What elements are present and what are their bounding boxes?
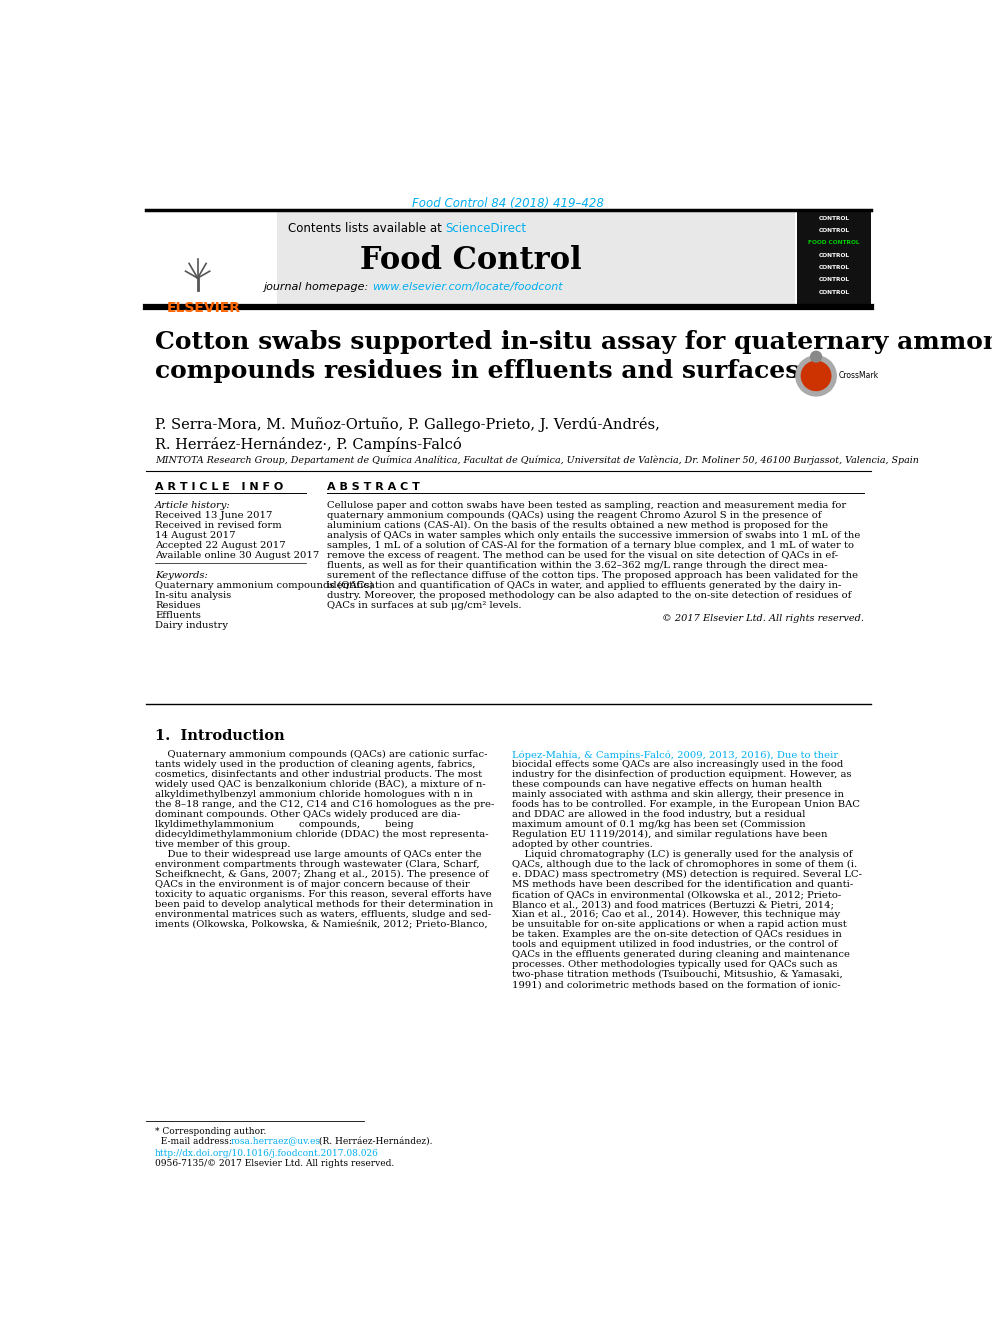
Text: mainly associated with asthma and skin allergy, their presence in: mainly associated with asthma and skin a…: [512, 790, 843, 799]
Text: dustry. Moreover, the proposed methodology can be also adapted to the on-site de: dustry. Moreover, the proposed methodolo…: [327, 591, 851, 599]
Text: identification and quantification of QACs in water, and applied to effluents gen: identification and quantification of QAC…: [327, 581, 841, 590]
Text: tants widely used in the production of cleaning agents, fabrics,: tants widely used in the production of c…: [155, 761, 475, 769]
Text: CONTROL: CONTROL: [818, 265, 849, 270]
Text: e. DDAC) mass spectrometry (MS) detection is required. Several LC-: e. DDAC) mass spectrometry (MS) detectio…: [512, 871, 861, 880]
Text: Contents lists available at: Contents lists available at: [288, 222, 445, 235]
Text: Received 13 June 2017: Received 13 June 2017: [155, 512, 273, 520]
Text: 1.  Introduction: 1. Introduction: [155, 729, 285, 742]
Text: aluminium cations (CAS-Al). On the basis of the results obtained a new method is: aluminium cations (CAS-Al). On the basis…: [327, 521, 828, 529]
Text: CONTROL: CONTROL: [818, 278, 849, 282]
Text: tive member of this group.: tive member of this group.: [155, 840, 291, 849]
Text: Regulation EU 1119/2014), and similar regulations have been: Regulation EU 1119/2014), and similar re…: [512, 831, 827, 839]
Circle shape: [796, 356, 836, 396]
Text: alkyldimethylbenzyl ammonium chloride homologues with n in: alkyldimethylbenzyl ammonium chloride ho…: [155, 790, 473, 799]
Text: Quaternary ammonium compounds (QACs): Quaternary ammonium compounds (QACs): [155, 581, 373, 590]
Text: lkyldimethylammonium        compounds,        being: lkyldimethylammonium compounds, being: [155, 820, 414, 830]
Text: CONTROL: CONTROL: [818, 228, 849, 233]
Text: toxicity to aquatic organisms. For this reason, several efforts have: toxicity to aquatic organisms. For this …: [155, 890, 492, 900]
Text: biocidal effects some QACs are also increasingly used in the food: biocidal effects some QACs are also incr…: [512, 761, 843, 769]
Text: Dairy industry: Dairy industry: [155, 620, 228, 630]
Text: Due to their widespread use large amounts of QACs enter the: Due to their widespread use large amount…: [155, 851, 482, 859]
Text: Keywords:: Keywords:: [155, 570, 208, 579]
FancyBboxPatch shape: [146, 212, 796, 306]
Text: rosa.herraez@uv.es: rosa.herraez@uv.es: [231, 1136, 321, 1146]
Text: Residues: Residues: [155, 601, 200, 610]
Text: www.elsevier.com/locate/foodcont: www.elsevier.com/locate/foodcont: [372, 282, 562, 292]
Text: Liquid chromatography (LC) is generally used for the analysis of: Liquid chromatography (LC) is generally …: [512, 851, 852, 860]
Text: Available online 30 August 2017: Available online 30 August 2017: [155, 552, 319, 561]
Text: CONTROL: CONTROL: [818, 253, 849, 258]
Text: fication of QACs in environmental (Olkowska et al., 2012; Prieto-: fication of QACs in environmental (Olkow…: [512, 890, 841, 900]
Text: QACs in the effluents generated during cleaning and maintenance: QACs in the effluents generated during c…: [512, 950, 849, 959]
Text: MINTOTA Research Group, Departament de Química Analítica, Facultat de Química, U: MINTOTA Research Group, Departament de Q…: [155, 455, 919, 464]
Text: environment compartments through wastewater (Clara, Scharf,: environment compartments through wastewa…: [155, 860, 479, 869]
Text: Quaternary ammonium compounds (QACs) are cationic surfac-: Quaternary ammonium compounds (QACs) are…: [155, 750, 487, 759]
Text: iments (Olkowska, Polkowska, & Namieśnik, 2012; Prieto-Blanco,: iments (Olkowska, Polkowska, & Namieśnik…: [155, 921, 488, 930]
Text: A R T I C L E   I N F O: A R T I C L E I N F O: [155, 482, 284, 492]
Text: López-Mahía, & Campíns-Falcó, 2009, 2013, 2016), Due to their: López-Mahía, & Campíns-Falcó, 2009, 2013…: [512, 750, 838, 759]
Text: 0956-7135/© 2017 Elsevier Ltd. All rights reserved.: 0956-7135/© 2017 Elsevier Ltd. All right…: [155, 1159, 394, 1168]
Text: dominant compounds. Other QACs widely produced are dia-: dominant compounds. Other QACs widely pr…: [155, 810, 460, 819]
FancyBboxPatch shape: [146, 212, 278, 306]
Text: A B S T R A C T: A B S T R A C T: [327, 482, 420, 492]
Text: and DDAC are allowed in the food industry, but a residual: and DDAC are allowed in the food industr…: [512, 810, 805, 819]
Text: 1991) and colorimetric methods based on the formation of ionic-: 1991) and colorimetric methods based on …: [512, 980, 840, 990]
Text: MS methods have been described for the identification and quanti-: MS methods have been described for the i…: [512, 880, 853, 889]
Text: these compounds can have negative effects on human health: these compounds can have negative effect…: [512, 781, 821, 789]
FancyBboxPatch shape: [797, 212, 871, 306]
Text: cosmetics, disinfectants and other industrial products. The most: cosmetics, disinfectants and other indus…: [155, 770, 482, 779]
Text: two-phase titration methods (Tsuibouchi, Mitsushio, & Yamasaki,: two-phase titration methods (Tsuibouchi,…: [512, 970, 842, 979]
Text: © 2017 Elsevier Ltd. All rights reserved.: © 2017 Elsevier Ltd. All rights reserved…: [662, 614, 864, 623]
Text: Food Control 84 (2018) 419–428: Food Control 84 (2018) 419–428: [413, 197, 604, 210]
Text: Blanco et al., 2013) and food matrices (Bertuzzi & Pietri, 2014;: Blanco et al., 2013) and food matrices (…: [512, 900, 833, 909]
Text: remove the excess of reagent. The method can be used for the visual on site dete: remove the excess of reagent. The method…: [327, 550, 838, 560]
Text: quaternary ammonium compounds (QACs) using the reagent Chromo Azurol S in the pr: quaternary ammonium compounds (QACs) usi…: [327, 511, 821, 520]
Text: 14 August 2017: 14 August 2017: [155, 532, 235, 540]
Text: QACs, although due to the lack of chromophores in some of them (i.: QACs, although due to the lack of chromo…: [512, 860, 857, 869]
Text: processes. Other methodologies typically used for QACs such as: processes. Other methodologies typically…: [512, 960, 837, 970]
Text: didecyldimethylammonium chloride (DDAC) the most representa-: didecyldimethylammonium chloride (DDAC) …: [155, 831, 489, 839]
Text: the 8–18 range, and the C12, C14 and C16 homologues as the pre-: the 8–18 range, and the C12, C14 and C16…: [155, 800, 494, 810]
Text: E-mail address:: E-mail address:: [155, 1136, 235, 1146]
Text: CONTROL: CONTROL: [818, 290, 849, 295]
Text: samples, 1 mL of a solution of CAS-Al for the formation of a ternary blue comple: samples, 1 mL of a solution of CAS-Al fo…: [327, 541, 854, 549]
Circle shape: [810, 352, 821, 363]
Text: QACs in surfaces at sub μg/cm² levels.: QACs in surfaces at sub μg/cm² levels.: [327, 601, 522, 610]
Text: QACs in the environment is of major concern because of their: QACs in the environment is of major conc…: [155, 880, 470, 889]
Text: industry for the disinfection of production equipment. However, as: industry for the disinfection of product…: [512, 770, 851, 779]
Text: Accepted 22 August 2017: Accepted 22 August 2017: [155, 541, 286, 550]
Text: Cotton swabs supported in-situ assay for quaternary ammonium
compounds residues : Cotton swabs supported in-situ assay for…: [155, 329, 992, 384]
Text: CONTROL: CONTROL: [818, 216, 849, 221]
Text: fluents, as well as for their quantification within the 3.62–362 mg/L range thro: fluents, as well as for their quantifica…: [327, 561, 827, 570]
Text: Received in revised form: Received in revised form: [155, 521, 282, 531]
Text: foods has to be controlled. For example, in the European Union BAC: foods has to be controlled. For example,…: [512, 800, 859, 810]
Text: adopted by other countries.: adopted by other countries.: [512, 840, 653, 849]
Text: * Corresponding author.: * Corresponding author.: [155, 1127, 267, 1135]
Text: tools and equipment utilized in food industries, or the control of: tools and equipment utilized in food ind…: [512, 941, 837, 950]
Text: Cellulose paper and cotton swabs have been tested as sampling, reaction and meas: Cellulose paper and cotton swabs have be…: [327, 500, 846, 509]
Text: be unsuitable for on-site applications or when a rapid action must: be unsuitable for on-site applications o…: [512, 921, 846, 929]
Text: (R. Herráez-Hernández).: (R. Herráez-Hernández).: [316, 1136, 433, 1146]
Text: ELSEVIER: ELSEVIER: [167, 302, 241, 315]
Text: http://dx.doi.org/10.1016/j.foodcont.2017.08.026: http://dx.doi.org/10.1016/j.foodcont.201…: [155, 1148, 379, 1158]
Text: surement of the reflectance diffuse of the cotton tips. The proposed approach ha: surement of the reflectance diffuse of t…: [327, 570, 858, 579]
Text: ScienceDirect: ScienceDirect: [445, 222, 527, 235]
Text: analysis of QACs in water samples which only entails the successive immersion of: analysis of QACs in water samples which …: [327, 531, 860, 540]
Circle shape: [802, 361, 831, 390]
Text: P. Serra-Mora, M. Muñoz-Ortuño, P. Gallego-Prieto, J. Verdú-Andrés,
R. Herráez-H: P. Serra-Mora, M. Muñoz-Ortuño, P. Galle…: [155, 417, 660, 451]
Text: Article history:: Article history:: [155, 500, 231, 509]
Text: maximum amount of 0.1 mg/kg has been set (Commission: maximum amount of 0.1 mg/kg has been set…: [512, 820, 806, 830]
Text: FOOD CONTROL: FOOD CONTROL: [808, 241, 860, 245]
Text: journal homepage:: journal homepage:: [263, 282, 372, 292]
Text: environmental matrices such as waters, effluents, sludge and sed-: environmental matrices such as waters, e…: [155, 910, 491, 919]
Text: be taken. Examples are the on-site detection of QACs residues in: be taken. Examples are the on-site detec…: [512, 930, 841, 939]
Text: Food Control: Food Control: [360, 245, 581, 277]
Text: CrossMark: CrossMark: [838, 372, 879, 381]
Text: Xian et al., 2016; Cao et al., 2014). However, this technique may: Xian et al., 2016; Cao et al., 2014). Ho…: [512, 910, 839, 919]
Text: been paid to develop analytical methods for their determination in: been paid to develop analytical methods …: [155, 900, 493, 909]
Text: Effluents: Effluents: [155, 611, 200, 619]
Text: In-situ analysis: In-situ analysis: [155, 591, 231, 599]
Text: widely used QAC is benzalkonium chloride (BAC), a mixture of n-: widely used QAC is benzalkonium chloride…: [155, 781, 486, 790]
Text: Scheifknecht, & Gans, 2007; Zhang et al., 2015). The presence of: Scheifknecht, & Gans, 2007; Zhang et al.…: [155, 871, 489, 880]
